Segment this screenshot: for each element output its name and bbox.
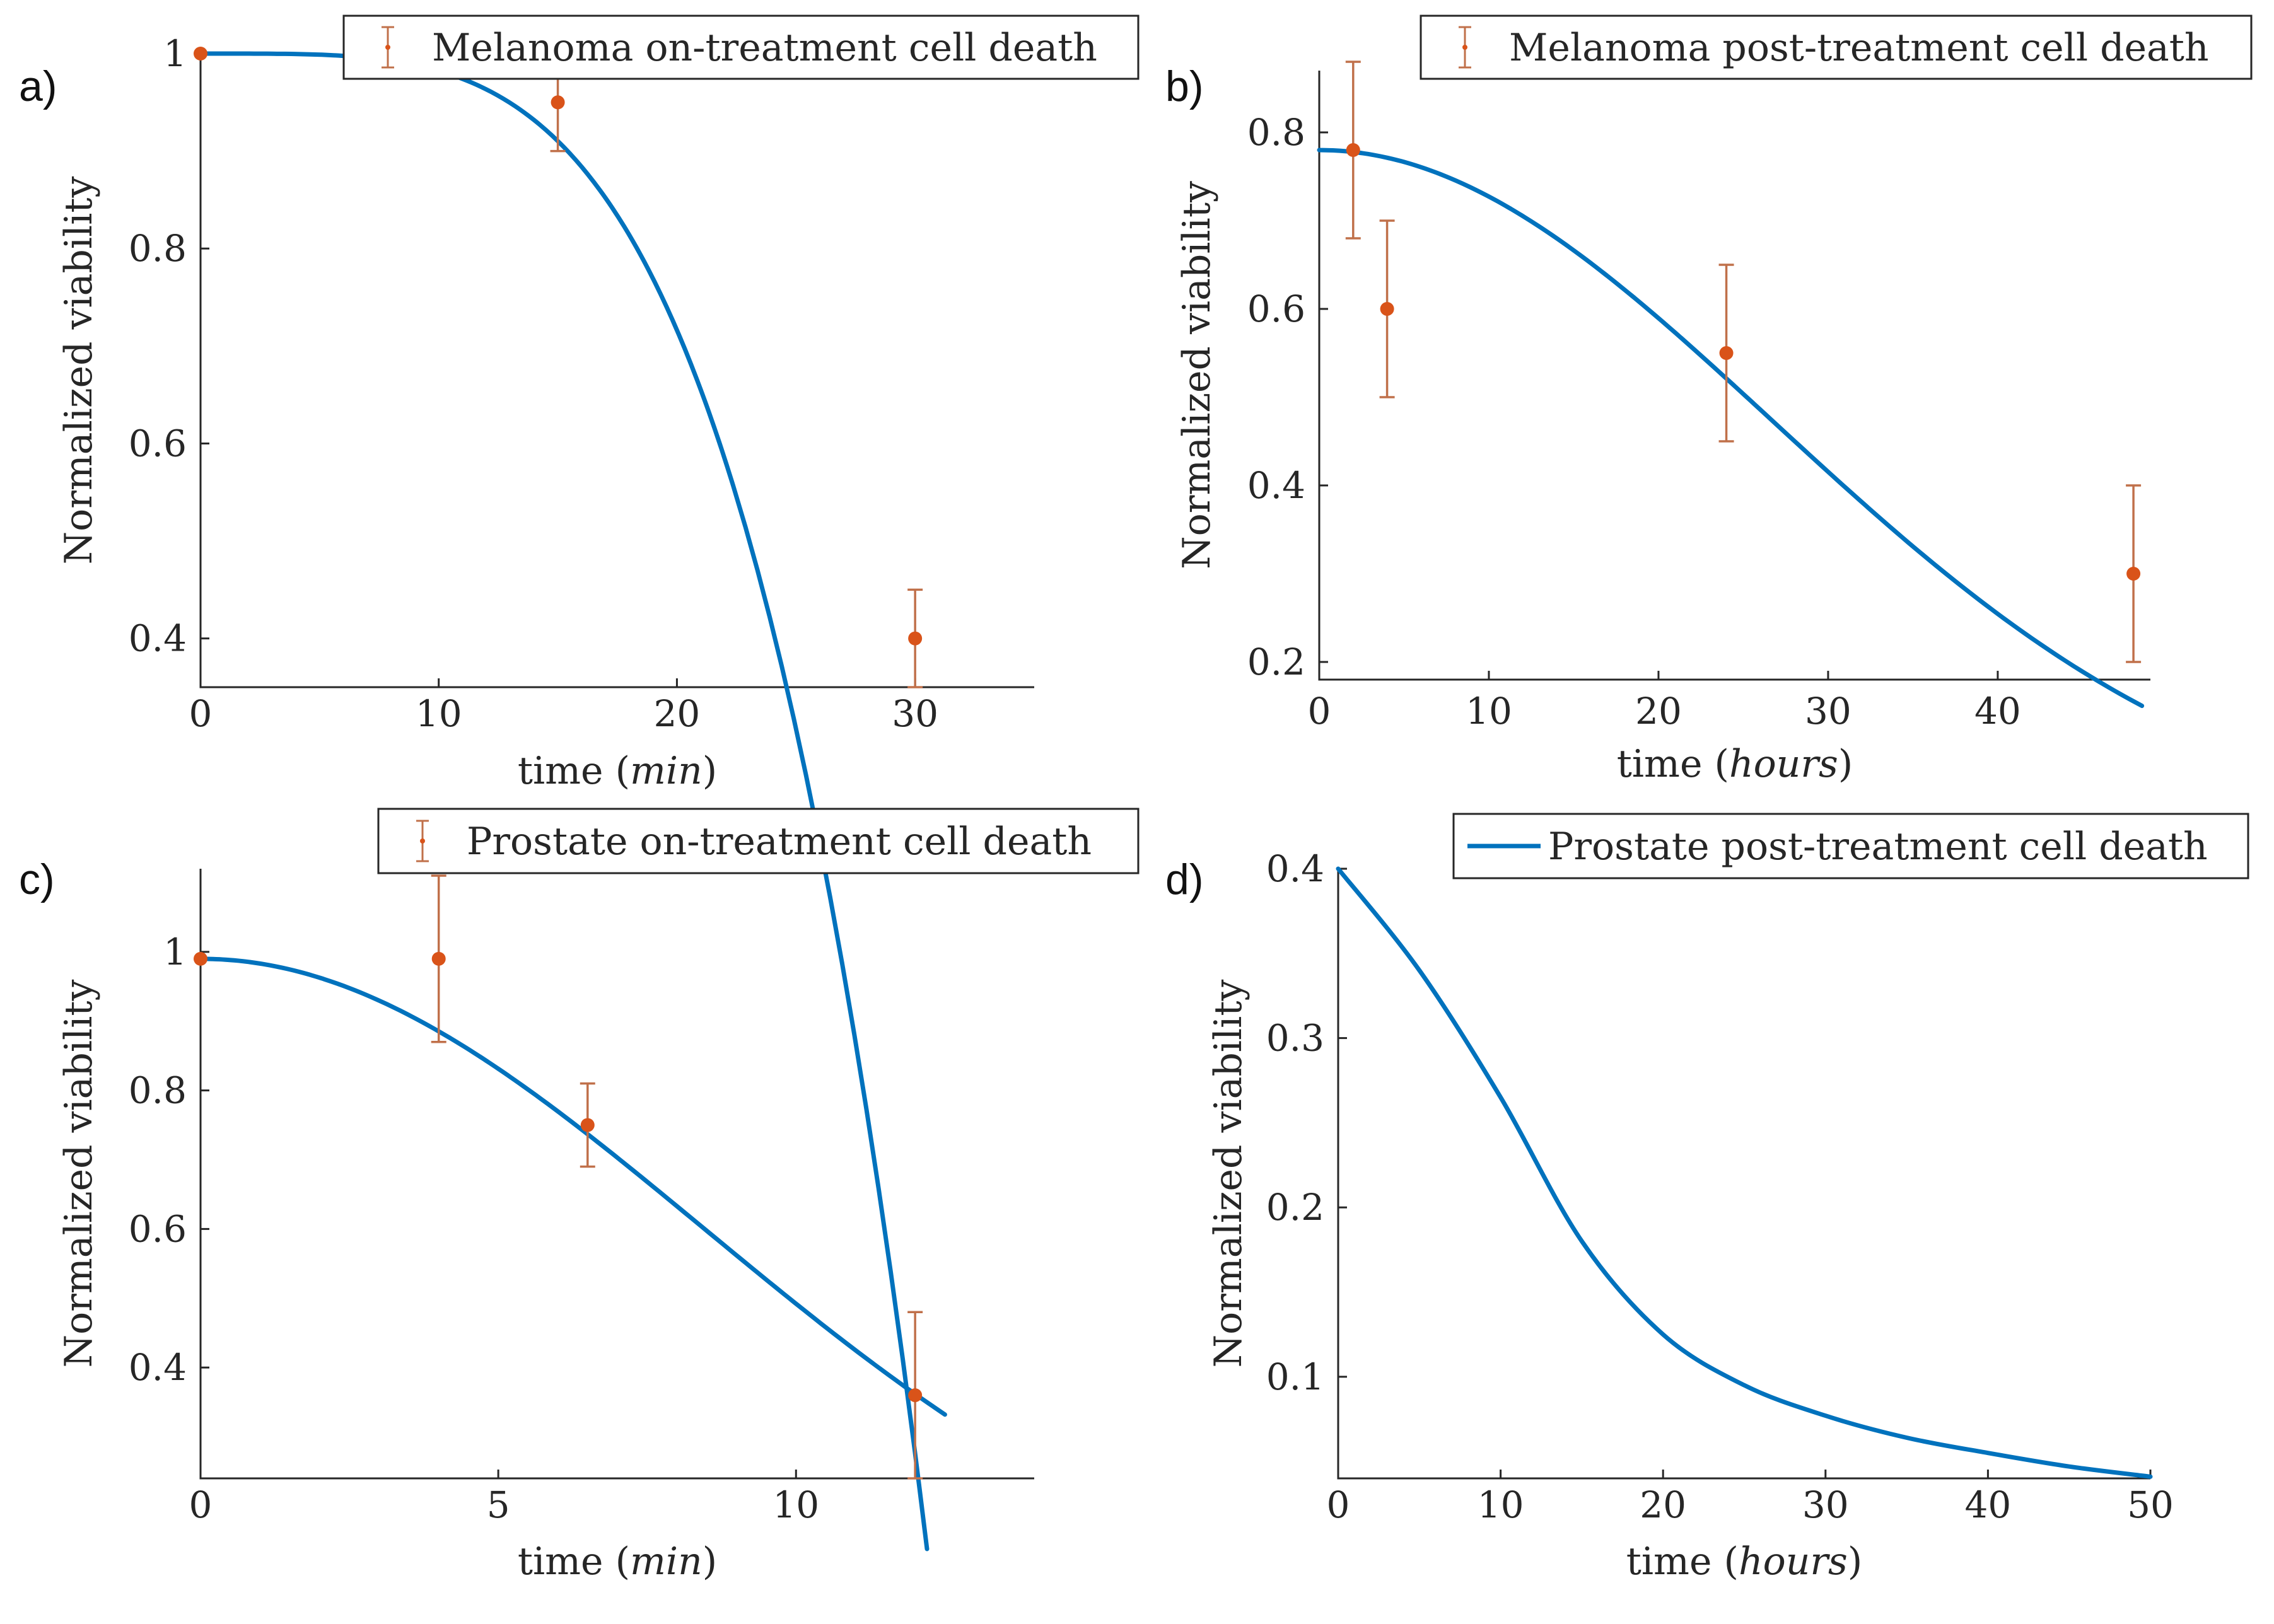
y-tick-label: 0.4 bbox=[1266, 847, 1324, 890]
data-point bbox=[580, 1118, 595, 1132]
data-point bbox=[194, 47, 207, 61]
model-curve bbox=[198, 51, 930, 1552]
y-tick-label: 0.6 bbox=[129, 1207, 187, 1250]
legend-label: Melanoma post-treatment cell death bbox=[1509, 26, 2209, 70]
legend-point-swatch bbox=[420, 838, 425, 844]
y-axis-label: Normalized viability bbox=[1175, 181, 1219, 569]
legend-box bbox=[342, 14, 1140, 80]
data-point bbox=[431, 951, 446, 966]
y-axis-label: Normalized viability bbox=[57, 980, 101, 1368]
x-axis-label: time (hours) bbox=[1626, 1540, 1863, 1584]
y-axis-label: Normalized viability bbox=[57, 177, 101, 565]
y-tick-label: 0.6 bbox=[129, 422, 187, 465]
legend-point-swatch bbox=[385, 45, 390, 50]
x-tick-label: 30 bbox=[1802, 1483, 1849, 1526]
model-curve bbox=[1336, 866, 2153, 1479]
legend-point-swatch bbox=[1462, 45, 1467, 50]
x-tick-label: 0 bbox=[1327, 1483, 1350, 1526]
x-tick-label: 20 bbox=[654, 692, 701, 735]
y-tick-label: 0.2 bbox=[1247, 641, 1305, 683]
y-tick-label: 0.1 bbox=[1266, 1355, 1324, 1398]
axes-frame bbox=[1318, 71, 2150, 681]
x-axis-label: time (min) bbox=[518, 749, 717, 793]
panel-b: b) 0 10 20 30 40 0.2 0.4 0.6 0.8 time (hours) Norm… bbox=[1165, 14, 2253, 786]
data-point bbox=[908, 1388, 923, 1403]
y-tick-label: 0.8 bbox=[1247, 111, 1305, 154]
y-tick-label: 1 bbox=[163, 931, 187, 973]
y-tick-label: 0.4 bbox=[129, 1346, 187, 1389]
x-tick-label: 5 bbox=[487, 1483, 510, 1526]
data-point bbox=[1346, 143, 1360, 157]
x-tick-label: 0 bbox=[189, 1483, 213, 1526]
x-tick-label: 10 bbox=[773, 1483, 819, 1526]
x-tick-label: 40 bbox=[1964, 1483, 2011, 1526]
x-tick-label: 0 bbox=[1308, 690, 1331, 733]
x-tick-label: 30 bbox=[1805, 690, 1851, 733]
data-point bbox=[1380, 302, 1394, 316]
model-curve bbox=[1317, 148, 2145, 709]
axes-frame bbox=[199, 869, 1034, 1480]
x-tick-label: 20 bbox=[1635, 690, 1682, 733]
panel-label: d) bbox=[1165, 856, 1203, 903]
panel-d: d) 0 10 20 30 40 50 0.1 0.2 0.3 0.4 time (hours) No… bbox=[1165, 813, 2249, 1584]
y-tick-label: 0.4 bbox=[129, 617, 187, 660]
y-tick-label: 0.2 bbox=[1266, 1186, 1324, 1229]
legend-box bbox=[1420, 14, 2253, 80]
model-curve bbox=[198, 956, 947, 1417]
y-tick-label: 0.6 bbox=[1247, 287, 1305, 330]
panel-label: c) bbox=[19, 856, 55, 903]
x-tick-label: 0 bbox=[189, 692, 213, 735]
y-tick-label: 0.8 bbox=[129, 1069, 187, 1112]
legend-label: Melanoma on-treatment cell death bbox=[432, 26, 1097, 70]
legend-label: Prostate on-treatment cell death bbox=[467, 820, 1092, 864]
panel-label: b) bbox=[1165, 62, 1203, 110]
x-axis-label: time (min) bbox=[518, 1540, 717, 1584]
y-tick-label: 0.8 bbox=[129, 227, 187, 270]
legend-box bbox=[1452, 813, 2249, 879]
y-tick-label: 0.4 bbox=[1247, 464, 1305, 507]
x-axis-label: time (hours) bbox=[1617, 742, 1853, 786]
x-tick-label: 20 bbox=[1640, 1483, 1686, 1526]
y-tick-label: 0.3 bbox=[1266, 1017, 1324, 1060]
panel-c: c) 0 5 10 0.4 0.6 0.8 1 time (min) Normalized vi… bbox=[19, 808, 1140, 1584]
x-tick-label: 10 bbox=[1466, 690, 1512, 733]
data-point bbox=[2126, 567, 2141, 581]
data-point bbox=[1719, 346, 1734, 360]
x-tick-label: 40 bbox=[1974, 690, 2021, 733]
legend-box bbox=[377, 808, 1140, 874]
legend-label: Prostate post-treatment cell death bbox=[1548, 825, 2208, 869]
data-point bbox=[194, 951, 207, 966]
x-tick-label: 30 bbox=[892, 692, 938, 735]
x-tick-label: 50 bbox=[2127, 1483, 2174, 1526]
axes-frame bbox=[199, 54, 1034, 688]
data-point bbox=[908, 631, 923, 646]
data-point bbox=[551, 95, 565, 110]
y-axis-label: Normalized viability bbox=[1206, 980, 1251, 1368]
y-tick-label: 1 bbox=[163, 32, 187, 75]
x-tick-label: 10 bbox=[416, 692, 462, 735]
panel-label: a) bbox=[19, 62, 57, 110]
x-tick-label: 10 bbox=[1478, 1483, 1524, 1526]
